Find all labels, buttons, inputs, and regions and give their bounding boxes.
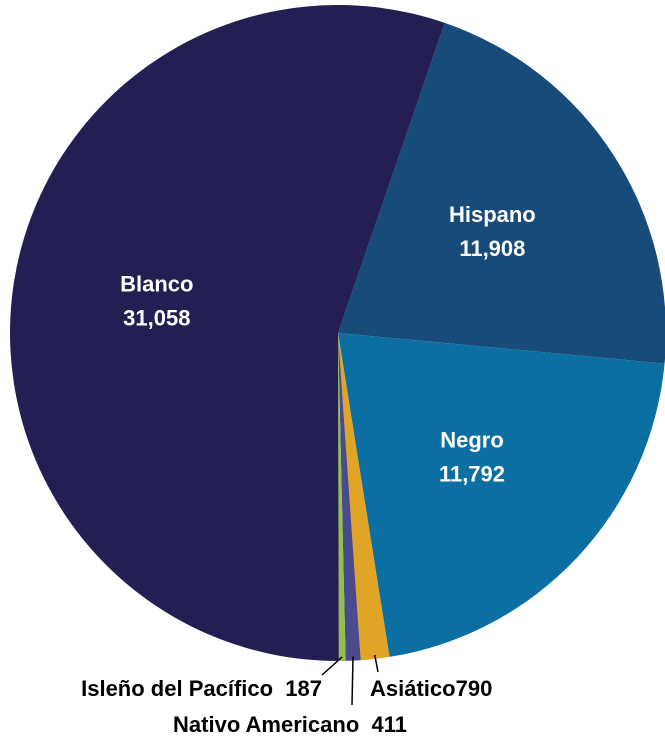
category-label: Asiático: [370, 676, 456, 701]
leader-line: [351, 656, 354, 706]
slice-label: Asiático790: [370, 676, 492, 701]
pie-slice: [338, 22, 665, 364]
category-label: Nativo Americano: [173, 712, 359, 737]
pie-slice: [9, 4, 445, 661]
value-label: 790: [456, 676, 493, 701]
leader-line: [373, 654, 379, 673]
pie-slice: [338, 333, 665, 657]
leader-line: [321, 656, 343, 676]
slice-label: Isleño del Pacífico 187: [81, 676, 322, 701]
pie-slice: [338, 333, 346, 661]
value-label: 411: [359, 712, 407, 737]
slice-label: Nativo Americano 411: [173, 712, 407, 737]
category-label: Isleño del Pacífico: [81, 676, 273, 701]
category-label: Hispano: [449, 202, 536, 227]
pie-slice: [338, 333, 390, 661]
value-label: 11,792: [439, 461, 505, 486]
pie-slice: [338, 333, 361, 661]
value-label: 187: [273, 676, 322, 701]
value-label: 31,058: [123, 306, 190, 331]
value-label: 11,908: [459, 236, 525, 261]
category-label: Negro: [440, 427, 504, 452]
category-label: Blanco: [120, 272, 193, 297]
